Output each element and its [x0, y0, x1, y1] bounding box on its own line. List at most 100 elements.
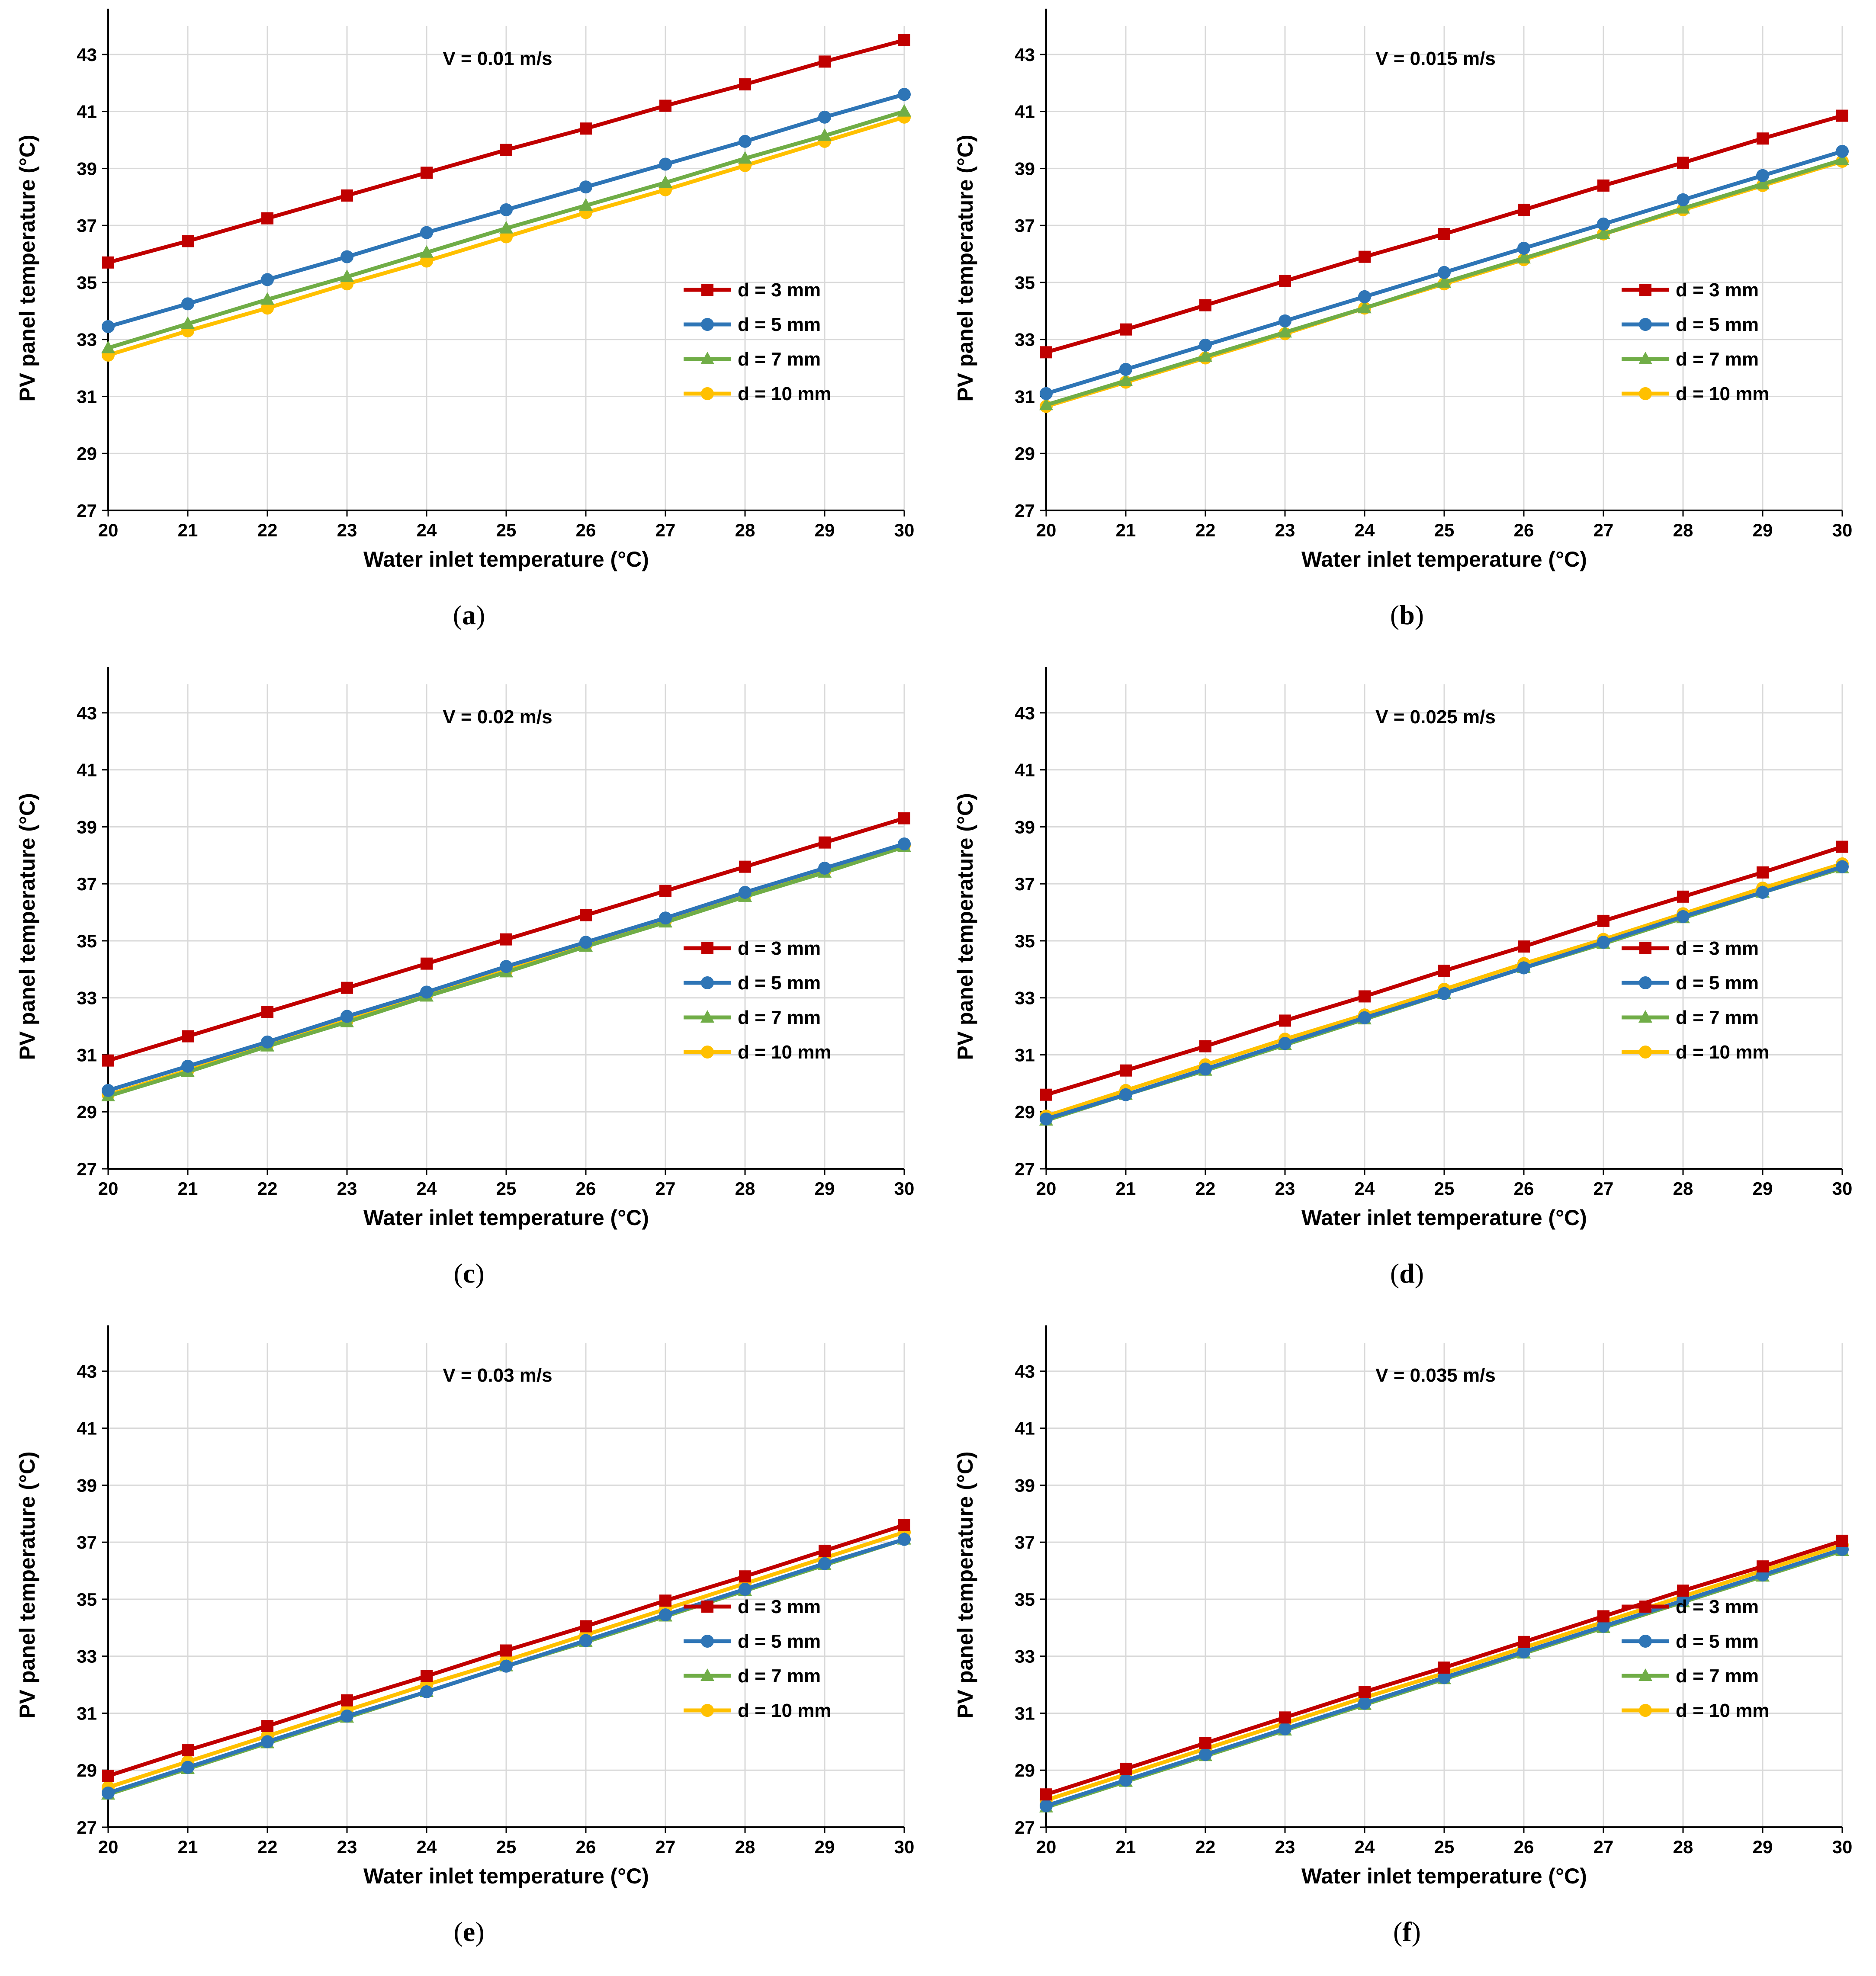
data-point-d3	[1279, 275, 1291, 287]
y-tick-label: 37	[1015, 215, 1035, 236]
x-tick-label: 29	[815, 1837, 835, 1857]
data-point-d3	[1438, 228, 1450, 240]
data-point-d5	[1040, 1799, 1053, 1812]
y-tick-label: 37	[77, 1532, 97, 1553]
y-tick-label: 43	[1015, 703, 1035, 723]
legend-label-d3: d = 3 mm	[1676, 938, 1759, 959]
x-tick-label: 20	[1036, 520, 1057, 540]
x-tick-label: 20	[1036, 1837, 1057, 1857]
x-tick-label: 22	[1195, 1178, 1216, 1199]
data-point-d7	[1119, 373, 1133, 386]
data-point-d5	[261, 1035, 274, 1049]
data-point-d5	[500, 203, 513, 216]
y-tick-label: 31	[77, 1703, 97, 1723]
data-point-d3	[421, 167, 433, 179]
data-point-d5	[1836, 860, 1849, 873]
legend-label-d3: d = 3 mm	[738, 279, 821, 301]
series-d7	[101, 104, 911, 353]
legend-label-d7: d = 7 mm	[738, 349, 821, 370]
legend-label-d7: d = 7 mm	[1676, 1665, 1759, 1687]
x-tick-label: 21	[178, 1178, 198, 1199]
legend-label-d10: d = 10 mm	[1676, 1700, 1769, 1721]
legend-label-d10: d = 10 mm	[738, 383, 831, 404]
x-tick-label: 28	[735, 520, 755, 540]
x-tick-label: 24	[417, 520, 437, 540]
y-tick-label: 43	[77, 1361, 97, 1382]
data-point-d5	[818, 110, 831, 124]
data-point-d3	[182, 1030, 194, 1043]
x-tick-label: 30	[1832, 1837, 1853, 1857]
y-tick-label: 29	[1015, 443, 1035, 464]
data-point-d10	[500, 230, 513, 244]
data-point-d5	[1438, 266, 1451, 279]
velocity-annotation: V = 0.025 m/s	[1375, 706, 1496, 728]
series-d5	[102, 1533, 911, 1800]
data-point-d3	[1279, 1711, 1291, 1724]
legend-marker-d7	[1638, 352, 1652, 364]
y-tick-label: 39	[77, 158, 97, 179]
y-tick-label: 27	[1015, 500, 1035, 521]
data-point-d5	[898, 1533, 911, 1546]
data-point-d5	[1836, 144, 1849, 158]
data-point-d7	[1517, 250, 1531, 263]
y-tick-label: 29	[77, 443, 97, 464]
legend-label-d10: d = 10 mm	[1676, 383, 1769, 404]
data-point-d7	[1835, 152, 1849, 165]
legend-label-d10: d = 10 mm	[738, 1042, 831, 1063]
data-point-d5	[1119, 1774, 1132, 1787]
y-tick-label: 37	[1015, 1532, 1035, 1553]
x-axis-title: Water inlet temperature (°C)	[363, 547, 649, 571]
x-tick-label: 29	[815, 520, 835, 540]
data-point-d3	[1438, 965, 1450, 977]
data-point-d3	[1597, 914, 1609, 927]
legend-marker-d5	[701, 318, 714, 331]
data-point-d5	[739, 1582, 752, 1596]
y-tick-label: 27	[77, 1159, 97, 1179]
data-point-d3	[182, 1744, 194, 1757]
x-tick-label: 21	[178, 1837, 198, 1857]
x-tick-label: 21	[178, 520, 198, 540]
x-tick-label: 23	[1275, 520, 1295, 540]
y-tick-label: 39	[1015, 1475, 1035, 1495]
data-point-d5	[1677, 193, 1690, 206]
y-axis-title: PV panel temperature (°C)	[15, 135, 39, 401]
data-point-d7	[1039, 398, 1053, 411]
data-point-d3	[500, 144, 512, 156]
x-tick-label: 26	[576, 1178, 596, 1199]
legend-label-d5: d = 5 mm	[1676, 314, 1759, 335]
legend-marker-d5	[1639, 318, 1652, 331]
x-tick-label: 26	[1514, 520, 1534, 540]
legend-label-d7: d = 7 mm	[1676, 349, 1759, 370]
data-point-d5	[1677, 1594, 1690, 1607]
chart-a-svg: 20 21 22 23 24 25 26 27 28 29 30 27 29 31 33 35 37 39 41 43…	[15, 9, 914, 571]
gridlines	[1045, 1343, 1843, 1828]
data-point-d3	[1199, 299, 1211, 311]
x-tick-label: 21	[1116, 1837, 1136, 1857]
data-point-d3	[1597, 179, 1609, 192]
x-tick-label: 23	[1275, 1178, 1295, 1199]
data-point-d3	[1757, 132, 1769, 145]
x-tick-label: 30	[894, 1837, 915, 1857]
velocity-annotation: V = 0.03 m/s	[443, 1365, 552, 1386]
legend-label-d5: d = 5 mm	[1676, 972, 1759, 994]
x-tick-label: 21	[1116, 520, 1136, 540]
x-tick-label: 22	[257, 520, 278, 540]
chart-b-svg: 20 21 22 23 24 25 26 27 28 29 30 27 29 31 33 35 37 39 41 43…	[953, 9, 1852, 571]
data-point-d7	[1358, 301, 1372, 314]
data-point-d7	[1278, 325, 1292, 338]
y-axis-title: PV panel temperature (°C)	[953, 135, 977, 401]
data-point-d7	[1756, 176, 1770, 189]
x-tick-label: 25	[1434, 1178, 1455, 1199]
data-point-d7	[340, 269, 354, 282]
y-tick-label: 31	[77, 386, 97, 407]
y-tick-label: 41	[77, 1418, 97, 1439]
data-point-d5	[1199, 338, 1212, 352]
data-point-d3	[102, 1054, 114, 1067]
data-point-d3	[1040, 1088, 1052, 1101]
legend-marker-d5	[1639, 1635, 1652, 1648]
data-point-d3	[1438, 1662, 1450, 1674]
data-point-d5	[181, 1059, 194, 1073]
y-tick-label: 31	[1015, 1703, 1035, 1723]
y-tick-label: 31	[1015, 1045, 1035, 1065]
x-tick-label: 22	[257, 1178, 278, 1199]
